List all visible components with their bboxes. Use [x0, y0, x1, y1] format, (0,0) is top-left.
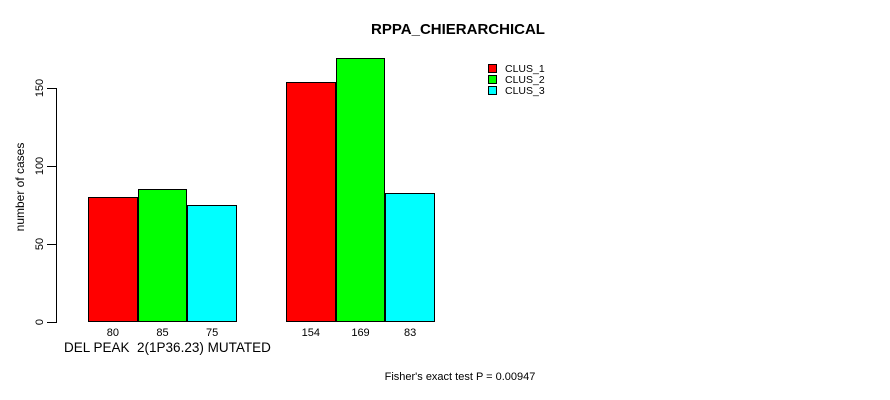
- y-tick-mark-0: [47, 322, 57, 323]
- chart-title: RPPA_CHIERARCHICAL: [371, 21, 545, 38]
- legend-item-clus_3: CLUS_3: [488, 84, 545, 97]
- bar-value-label-clus_1-group-2: 154: [301, 327, 321, 339]
- bar-value-label-clus_1-group-1: 80: [106, 327, 119, 339]
- y-tick-label-0: 0: [34, 318, 46, 326]
- bar-value-label-clus_2-group-2: 169: [351, 327, 370, 339]
- bar-clus_2-group-1: [137, 189, 188, 322]
- legend-swatch-clus_1: [488, 64, 497, 73]
- bar-clus_3-group-2: [385, 192, 435, 322]
- legend-swatch-clus_2: [488, 75, 497, 84]
- legend-item-clus_2: CLUS_2: [488, 73, 545, 86]
- y-tick-mark-150: [47, 88, 57, 89]
- bar-clus_1-group-1: [88, 197, 138, 322]
- legend: CLUS_1 CLUS_2 CLUS_3: [488, 62, 545, 97]
- bar-clus_1-group-2: [286, 81, 336, 322]
- bar-clus_2-group-2: [335, 58, 386, 322]
- y-tick-mark-50: [47, 244, 57, 245]
- x-axis-label: DEL PEAK 2(1P36.23) MUTATED: [64, 340, 271, 355]
- y-axis-title: number of cases: [13, 142, 27, 232]
- bar-value-label-clus_2-group-1: 85: [156, 327, 169, 339]
- y-axis-line: [56, 88, 57, 322]
- bar-clus_3-group-1: [187, 205, 237, 322]
- y-tick-label-150: 150: [34, 78, 46, 98]
- y-tick-mark-100: [47, 166, 57, 167]
- legend-label-clus_1: CLUS_1: [505, 62, 545, 75]
- legend-label-clus_3: CLUS_3: [505, 84, 545, 97]
- y-tick-label-100: 100: [34, 156, 46, 176]
- bar-value-label-clus_3-group-2: 83: [404, 327, 417, 339]
- legend-item-clus_1: CLUS_1: [488, 62, 545, 75]
- fisher-test-annotation: Fisher's exact test P = 0.00947: [384, 371, 536, 383]
- legend-swatch-clus_3: [488, 86, 497, 95]
- bar-value-label-clus_3-group-1: 75: [206, 327, 219, 339]
- legend-label-clus_2: CLUS_2: [505, 73, 545, 86]
- y-tick-label-50: 50: [34, 237, 46, 251]
